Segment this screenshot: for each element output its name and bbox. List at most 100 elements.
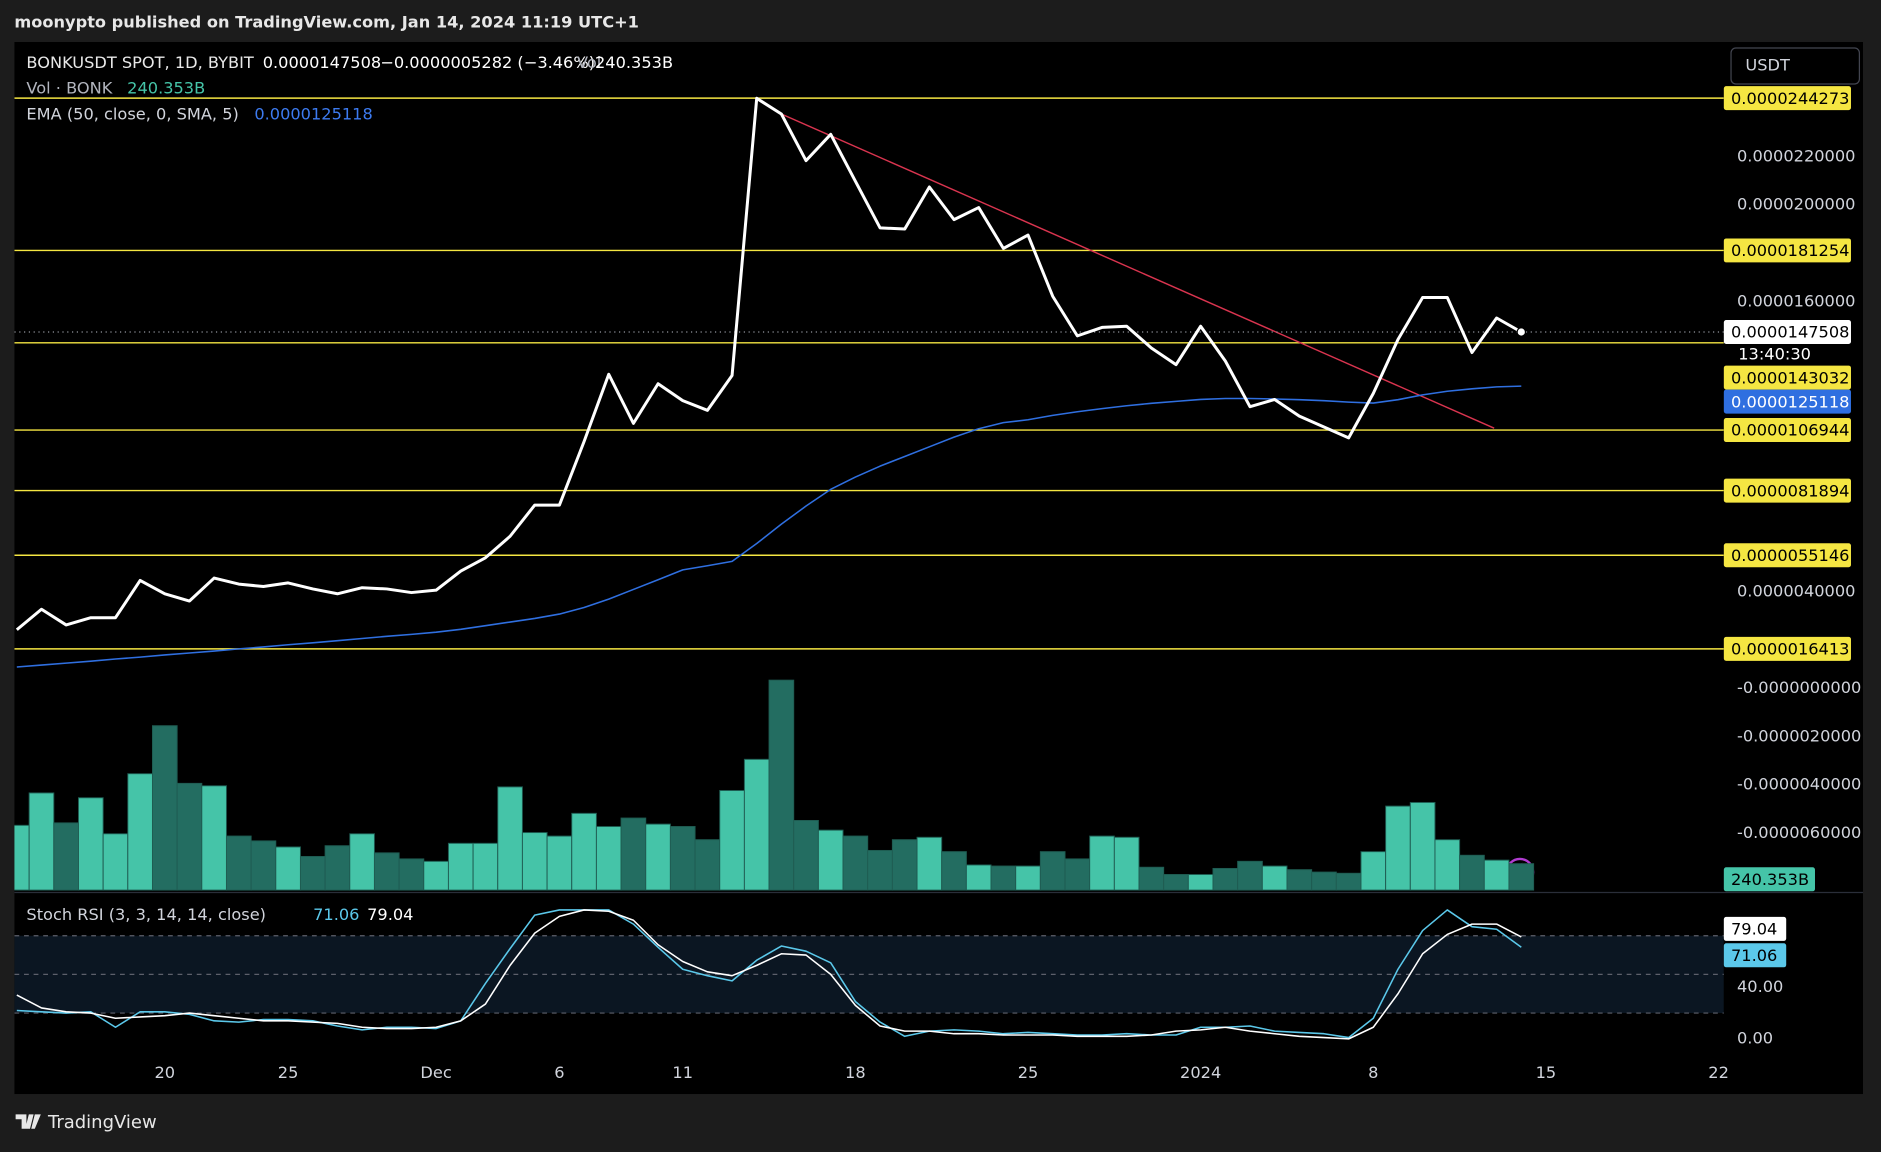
x-tick-label: 22 — [1708, 1063, 1729, 1082]
currency[interactable]: USDT — [1745, 55, 1790, 74]
price-label-bg — [1723, 320, 1851, 344]
volume-bar — [669, 826, 696, 891]
legend-price: 0.0000147508 — [263, 53, 381, 72]
volume-bar — [571, 812, 597, 891]
price-line — [15, 96, 1523, 631]
volume-bar — [53, 822, 79, 891]
level-label: 0.0000106944 — [1731, 421, 1849, 440]
volume-bar — [398, 858, 425, 891]
volume-bar — [225, 835, 252, 891]
volume-bar — [102, 833, 129, 891]
level-label: 0.0000143032 — [1731, 368, 1849, 387]
level-label-bg — [1723, 238, 1851, 263]
level-label: 0.0000081894 — [1731, 481, 1849, 500]
y-tick-label: -0.0000040000 — [1737, 775, 1861, 794]
legend-vol-value: 240.353B — [595, 53, 673, 72]
currency-button[interactable] — [1730, 47, 1860, 85]
ema-label-bg — [1723, 389, 1851, 414]
level-label: 0.0000016413 — [1731, 640, 1849, 659]
volume-bar — [595, 826, 622, 891]
volume-bar — [793, 819, 819, 891]
level-label-bg — [1723, 86, 1851, 111]
trendline — [781, 113, 1495, 429]
volume-bar — [250, 840, 277, 891]
volume-bar — [1385, 805, 1411, 891]
legend-change: −0.0000005282 (−3.46%) — [380, 53, 595, 72]
footer-brand: TradingView — [47, 1112, 157, 1133]
volume-bar — [447, 842, 474, 891]
y-tick-label: 0.0000200000 — [1737, 195, 1855, 214]
volume-bar — [1064, 858, 1091, 891]
volume-bar — [1039, 851, 1066, 891]
volume-bar — [916, 836, 943, 891]
x-tick-label: 18 — [845, 1063, 866, 1082]
countdown-bg — [1723, 343, 1851, 366]
y-tick-label: 0.0000040000 — [1737, 581, 1855, 600]
level-label-bg — [1723, 478, 1851, 503]
volume-bar — [275, 846, 301, 891]
volume-bar — [867, 849, 893, 891]
volume-bar — [299, 856, 326, 891]
volume-bar — [176, 782, 203, 891]
volume-bar — [1360, 851, 1387, 891]
volume-bar — [1163, 874, 1189, 891]
volume-bar — [1434, 839, 1461, 891]
volume-bar — [28, 792, 55, 891]
volume-bar — [1212, 867, 1239, 891]
volume-bar — [645, 823, 671, 891]
volume-bar — [521, 832, 548, 891]
x-tick-label: 25 — [1018, 1063, 1039, 1082]
volume-bar — [201, 785, 227, 891]
x-tick-label: 15 — [1536, 1063, 1557, 1082]
last-price-dot — [1516, 327, 1527, 337]
volume-bar — [719, 790, 745, 891]
x-tick-label: 11 — [672, 1063, 693, 1082]
y-tick-label: -0.0000000000 — [1737, 678, 1861, 697]
legend-volume-name: Vol · BONK — [26, 78, 112, 97]
stoch-d — [16, 909, 1522, 1040]
price-label: 0.0000147508 — [1731, 323, 1849, 342]
ema-label: 0.0000125118 — [1731, 392, 1849, 411]
stoch-k-label-bg — [1723, 943, 1787, 968]
volume-bar — [423, 860, 449, 891]
x-tick-label: 2024 — [1180, 1063, 1221, 1082]
stoch-k — [16, 909, 1522, 1039]
volume-bar — [891, 839, 918, 891]
legend-ema-value: 0.0000125118 — [254, 105, 372, 124]
volume-bar — [373, 852, 400, 891]
volume-bar — [768, 679, 795, 891]
volume-bar — [620, 817, 647, 891]
y-tick-label: 0.0000220000 — [1737, 146, 1855, 165]
stoch-d-label-bg — [1723, 916, 1787, 941]
legend-stoch-k: 71.06 — [313, 905, 359, 924]
stoch-tick-label: 40.00 — [1737, 977, 1783, 996]
volume-bar — [1286, 869, 1313, 891]
publisher: moonypto published on TradingView.com, J… — [14, 12, 639, 31]
volume-bar — [1015, 865, 1041, 891]
volume-bar — [965, 864, 992, 891]
volume-bar — [1335, 872, 1362, 891]
volume-bar — [1187, 874, 1214, 891]
volume-bar — [694, 839, 721, 891]
level-label: 0.0000181254 — [1731, 241, 1849, 260]
volume-bar — [78, 797, 104, 891]
ema-line — [16, 385, 1522, 668]
legend-symbol: BONKUSDT SPOT, 1D, BYBIT — [26, 53, 253, 72]
stoch-tick-label: 0.00 — [1737, 1028, 1773, 1047]
legend-volume-value: 240.353B — [127, 78, 205, 97]
volume-bar — [1138, 866, 1165, 891]
y-tick-label: -0.0000020000 — [1737, 726, 1861, 745]
plot — [14, 96, 1724, 1040]
countdown: 13:40:30 — [1738, 344, 1811, 363]
logo — [15, 1114, 41, 1129]
volume-bar — [1113, 836, 1140, 891]
plot-bg — [14, 41, 1863, 1095]
volume-bar — [497, 786, 523, 891]
volume-label-bg — [1723, 867, 1815, 892]
x-tick-label: 6 — [554, 1063, 564, 1082]
legend-stoch-d: 79.04 — [367, 905, 413, 924]
volume-bar — [1409, 801, 1436, 891]
legend-stoch-name: Stoch RSI (3, 3, 14, 14, close) — [26, 905, 266, 924]
